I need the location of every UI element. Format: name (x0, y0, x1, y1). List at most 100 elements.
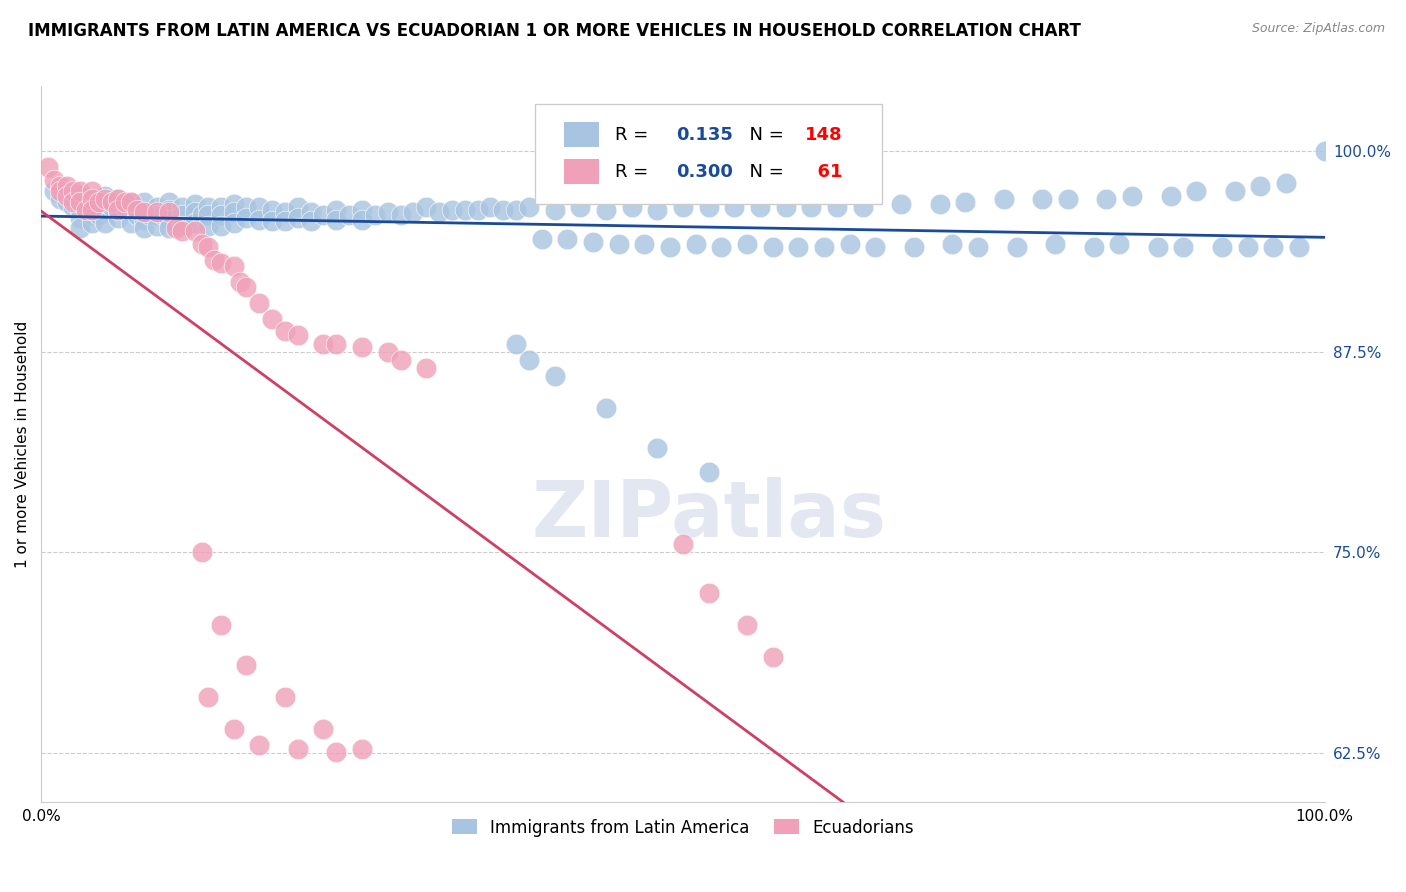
Point (325, 212, 347, 227)
Point (132, 204, 155, 219)
Point (107, 192, 129, 206)
Point (87, 195, 110, 210)
Point (415, 360, 437, 375)
Point (735, 617, 758, 632)
Point (505, 203, 527, 218)
Point (247, 212, 270, 227)
Point (37, 160, 59, 174)
Point (1236, 240, 1258, 254)
Point (107, 211, 129, 226)
Point (1160, 188, 1182, 202)
Point (389, 208, 412, 222)
Point (197, 208, 219, 222)
Point (775, 200, 797, 214)
Point (42, 172, 65, 186)
Point (262, 203, 284, 218)
Point (838, 236, 860, 251)
Text: R =: R = (614, 126, 654, 144)
Text: 148: 148 (804, 126, 842, 144)
Point (69, 195, 91, 210)
Point (94, 188, 117, 202)
Text: N =: N = (738, 126, 790, 144)
Point (82, 192, 104, 206)
Point (197, 240, 219, 254)
Point (82, 203, 104, 218)
Point (152, 208, 174, 222)
Point (1083, 240, 1105, 254)
Point (229, 276, 252, 290)
Point (49, 184, 72, 198)
Point (159, 203, 181, 218)
Point (312, 723, 335, 737)
Point (222, 260, 245, 274)
Point (107, 203, 129, 218)
Point (287, 741, 309, 756)
Point (377, 204, 399, 219)
Point (145, 204, 167, 219)
Point (454, 203, 477, 218)
Point (274, 324, 297, 338)
Point (735, 236, 758, 251)
Point (114, 195, 136, 210)
Point (55, 179, 77, 194)
Point (159, 204, 181, 219)
Point (1146, 240, 1168, 254)
Point (1043, 236, 1066, 251)
Point (69, 188, 91, 202)
Point (299, 204, 322, 219)
Point (440, 203, 463, 218)
Point (209, 200, 232, 214)
Point (94, 192, 117, 206)
Point (1211, 240, 1233, 254)
Point (62, 200, 84, 214)
Point (235, 200, 257, 214)
Point (607, 236, 630, 251)
Point (337, 208, 360, 222)
Point (865, 240, 887, 254)
Point (165, 220, 187, 235)
Point (479, 200, 502, 214)
Point (159, 195, 181, 210)
Point (402, 204, 425, 219)
Point (202, 252, 225, 267)
Point (697, 200, 720, 214)
Point (890, 196, 912, 211)
Point (184, 196, 207, 211)
Text: ZIPatlas: ZIPatlas (531, 477, 886, 554)
Point (159, 212, 181, 227)
Point (190, 545, 212, 559)
FancyBboxPatch shape (564, 160, 599, 185)
Point (299, 214, 322, 228)
Point (813, 240, 835, 254)
Point (69, 220, 91, 235)
Point (389, 352, 412, 367)
Point (685, 236, 707, 251)
Point (145, 208, 167, 222)
Point (120, 204, 142, 219)
Point (825, 200, 848, 214)
Point (197, 200, 219, 214)
Point (1313, 144, 1336, 158)
Point (325, 336, 347, 351)
Point (967, 240, 990, 254)
Point (132, 195, 155, 210)
Point (209, 219, 232, 234)
FancyBboxPatch shape (564, 122, 599, 147)
Point (543, 368, 565, 383)
Point (903, 240, 925, 254)
Point (1057, 192, 1080, 206)
Point (55, 195, 77, 210)
Point (87, 208, 110, 222)
Point (94, 216, 117, 230)
Point (1275, 176, 1298, 190)
Point (852, 200, 875, 214)
Point (697, 585, 720, 599)
Point (107, 203, 129, 218)
Point (955, 195, 977, 210)
Point (415, 200, 437, 214)
Point (1250, 179, 1272, 194)
Point (82, 208, 104, 222)
Point (247, 296, 270, 310)
Point (145, 200, 167, 214)
Point (928, 196, 950, 211)
